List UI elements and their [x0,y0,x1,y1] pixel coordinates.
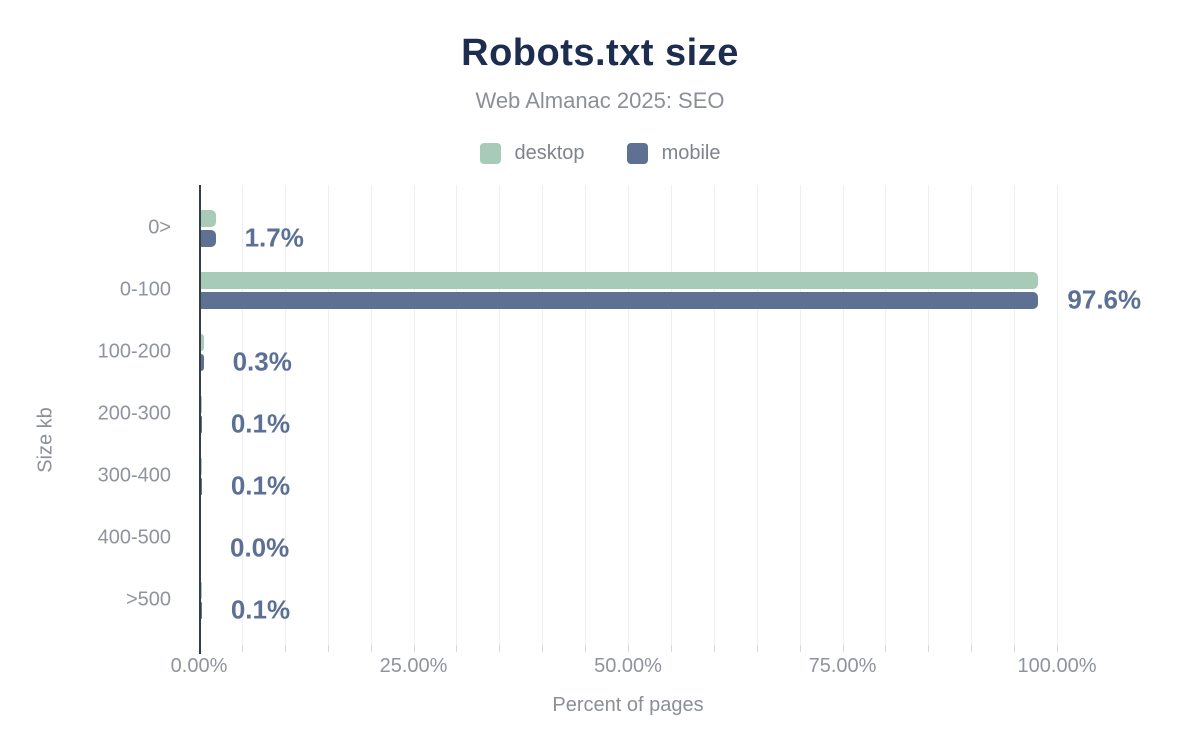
gridline [842,185,844,645]
chart-title: Robots.txt size [461,32,739,74]
x-axis-tick [628,645,629,652]
gridline [885,185,887,645]
chart-subtitle: Web Almanac 2025: SEO [475,88,725,113]
x-axis-tick [971,645,973,652]
legend-swatch-mobile [626,143,648,164]
bar-mobile->500 [201,601,202,619]
gridline [1014,185,1016,645]
gridline [628,185,629,645]
bar-mobile-100-200 [201,353,204,371]
value-label: 97.6% [1067,284,1142,315]
x-axis-tick [241,645,243,652]
value-label: 0.0% [230,532,290,563]
x-axis-tick-label: 75.00% [808,655,877,677]
bar-desktop-0-100 [201,271,1038,289]
gridline [241,185,243,645]
x-axis-tick [585,645,587,652]
legend: desktop mobile [0,142,1200,165]
gridline [370,185,372,645]
x-axis-tick [1057,645,1058,652]
legend-label: desktop [514,142,585,164]
gridline [928,185,930,645]
x-axis-tick [799,645,801,652]
x-axis-tick [284,645,286,652]
y-axis-line [199,185,201,645]
value-label: 0.1% [230,470,291,501]
bar-desktop-200-300 [201,395,202,413]
legend-item-mobile: mobile [626,142,721,165]
gridline [799,185,801,645]
legend-swatch-desktop [479,143,501,164]
bar-mobile-0> [201,229,216,247]
x-axis-tick [885,645,887,652]
bar-mobile-0-100 [201,291,1039,309]
gridline [1057,185,1058,645]
gridline [456,185,458,645]
bar-desktop->500 [201,581,202,599]
bar-desktop-300-400 [201,457,202,475]
gridline [713,185,715,645]
x-axis-zero-tick [199,645,201,654]
plot-area: 1.7% 97.6% 0.3% 0.1% 0.1% 0.0% 0.1% [199,185,1141,645]
x-axis-tick [413,645,415,652]
x-axis-tick [542,645,544,652]
bar-desktop-0> [201,209,216,227]
legend-item-desktop: desktop [479,142,585,165]
gridline [284,185,286,645]
x-axis-tick [370,645,372,652]
gridline [499,185,501,645]
bar-desktop-100-200 [201,333,204,351]
category-label: 300-400 [97,464,171,487]
gridline [327,185,329,645]
category-label: 100-200 [97,340,171,363]
x-axis-tick [713,645,715,652]
category-label: 400-500 [97,526,171,549]
x-axis-title: Percent of pages [552,694,704,716]
x-axis-tick-label: 100.00% [1017,655,1097,677]
x-axis-tick [1014,645,1016,652]
bar-mobile-300-400 [201,477,202,495]
gridline [756,185,758,645]
legend-label: mobile [661,142,721,164]
bar-mobile-200-300 [201,415,202,433]
gridline [413,185,415,645]
gridline [670,185,672,645]
x-axis-tick-label: 0.00% [170,655,228,677]
x-axis-tick [842,645,844,652]
value-label: 0.1% [230,408,291,439]
x-axis: 0.00% 25.00% 50.00% 75.00% 100.00% [171,645,1115,685]
category-label: >500 [125,588,171,611]
gridline [971,185,973,645]
category-label: 0> [148,216,171,239]
gridline [542,185,544,645]
category-label: 0-100 [119,278,171,301]
x-axis-tick-label: 50.00% [594,655,662,677]
x-axis-tick [327,645,329,652]
x-axis-tick [670,645,672,652]
x-axis-tick [456,645,458,652]
value-label: 0.1% [230,594,291,625]
value-label: 1.7% [244,222,304,253]
y-axis-category-labels: 0> 0-100 100-200 200-300 300-400 400-500 >500 [0,185,186,645]
x-axis-tick [499,645,501,652]
value-label: 0.3% [232,346,292,377]
chart-area: Size kb 0> 0-100 100-200 200-300 300-400 400-… [0,185,1200,645]
gridline [585,185,587,645]
x-axis-tick [928,645,930,652]
x-axis-tick [756,645,758,652]
x-axis-tick-label: 25.00% [379,655,448,677]
category-label: 200-300 [97,402,171,425]
